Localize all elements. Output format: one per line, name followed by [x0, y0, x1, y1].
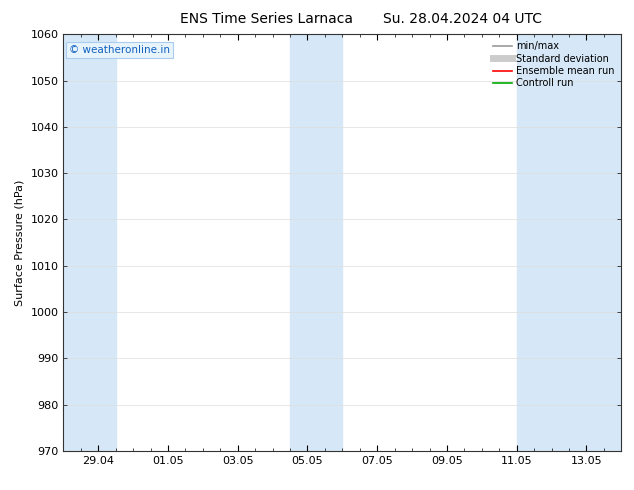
Bar: [63, 34, 115, 451]
Text: ENS Time Series Larnaca: ENS Time Series Larnaca: [180, 12, 353, 26]
Text: © weatheronline.in: © weatheronline.in: [69, 45, 170, 55]
Text: Su. 28.04.2024 04 UTC: Su. 28.04.2024 04 UTC: [384, 12, 542, 26]
Bar: [290, 34, 342, 451]
Bar: [517, 34, 569, 451]
Y-axis label: Surface Pressure (hPa): Surface Pressure (hPa): [15, 179, 25, 306]
Legend: min/max, Standard deviation, Ensemble mean run, Controll run: min/max, Standard deviation, Ensemble me…: [491, 39, 616, 90]
Bar: [569, 34, 621, 451]
